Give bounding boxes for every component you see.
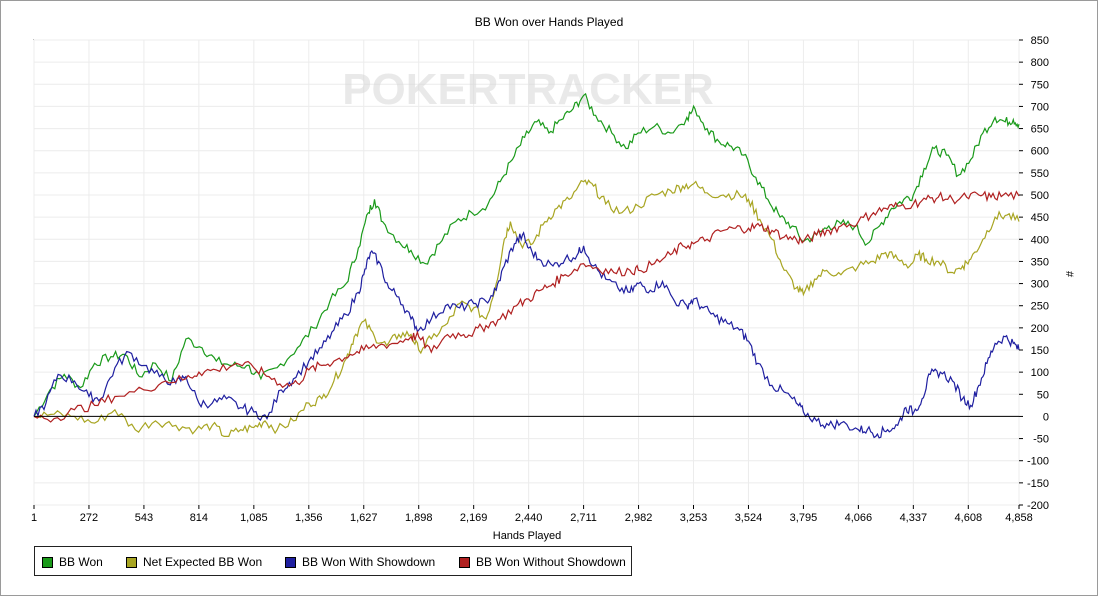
x-tick-label: 3,795 [790, 512, 818, 524]
x-tick-label: 2,982 [625, 512, 653, 524]
y-tick-label: 50 [1037, 389, 1049, 401]
y-tick-label: 800 [1031, 57, 1049, 69]
x-tick-label: 1,898 [405, 512, 433, 524]
x-tick-label: 1,085 [240, 512, 268, 524]
y-tick-label: 850 [1031, 35, 1049, 47]
x-tick-label: 4,858 [1005, 512, 1033, 524]
x-tick-label: 3,253 [680, 512, 708, 524]
series-line-3 [33, 190, 1020, 423]
y-tick-label: -50 [1033, 434, 1049, 446]
x-tick-label: 3,524 [735, 512, 763, 524]
y-tick-label: 500 [1031, 190, 1049, 202]
legend-label: BB Won With Showdown [302, 555, 436, 569]
legend-item-net-expected: Net Expected BB Won [126, 554, 262, 570]
watermark-logo: POKERTRACKER [342, 65, 714, 114]
legend-swatch [42, 556, 53, 568]
y-tick-label: 650 [1031, 124, 1049, 136]
y-tick-label: 700 [1031, 101, 1049, 113]
chart-legend: BB Won Net Expected BB Won BB Won With S… [34, 546, 632, 576]
legend-label: Net Expected BB Won [143, 555, 263, 569]
series-line-2 [33, 231, 1020, 439]
x-axis-label: Hands Played [493, 530, 562, 542]
y-tick-label: 250 [1031, 301, 1049, 313]
legend-item-bb-won: BB Won [42, 554, 103, 570]
x-tick-label: 1,627 [350, 512, 378, 524]
chart-title: BB Won over Hands Played [475, 15, 624, 29]
x-tick-label: 272 [80, 512, 98, 524]
y-tick-label: 200 [1031, 323, 1049, 335]
x-tick-label: 2,169 [460, 512, 488, 524]
y-tick-label: 100 [1031, 367, 1049, 379]
y-tick-label: -200 [1027, 500, 1049, 512]
y-tick-label: 450 [1031, 212, 1049, 224]
series-lines [33, 92, 1020, 439]
series-line-1 [33, 179, 1020, 437]
legend-swatch [285, 556, 296, 568]
x-tick-label: 4,337 [900, 512, 928, 524]
y-tick-label: 150 [1031, 345, 1049, 357]
y-tick-label: 350 [1031, 256, 1049, 268]
y-tick-label: 550 [1031, 168, 1049, 180]
legend-item-without-showdown: BB Won Without Showdown [459, 554, 626, 570]
x-axis-ticks: 1 272 543 814 1,085 1,356 1,627 1,898 2,169 2,440… [31, 505, 1033, 524]
legend-swatch [126, 556, 137, 568]
x-tick-label: 4,066 [845, 512, 873, 524]
y-axis-label: # [1063, 271, 1075, 278]
x-tick-label: 1 [31, 512, 37, 524]
y-tick-label: 0 [1043, 411, 1049, 423]
series-line-0 [33, 92, 1020, 417]
x-tick-label: 1,356 [295, 512, 323, 524]
x-tick-label: 814 [190, 512, 208, 524]
x-tick-label: 2,440 [515, 512, 543, 524]
x-tick-label: 4,608 [955, 512, 983, 524]
legend-swatch [459, 556, 470, 568]
legend-label: BB Won Without Showdown [476, 555, 626, 569]
y-tick-label: 300 [1031, 279, 1049, 291]
x-tick-label: 543 [135, 512, 153, 524]
y-tick-label: -150 [1027, 478, 1049, 490]
y-tick-label: 400 [1031, 234, 1049, 246]
x-tick-label: 2,711 [570, 512, 597, 524]
y-tick-label: 750 [1031, 79, 1049, 91]
y-axis-ticks: -200 -150 -100 -50 0 50 100 150 200 250 300 350 400 4… [1019, 35, 1049, 512]
legend-label: BB Won [59, 555, 103, 569]
legend-item-with-showdown: BB Won With Showdown [285, 554, 435, 570]
y-tick-label: -100 [1027, 456, 1049, 468]
y-tick-label: 600 [1031, 146, 1049, 158]
